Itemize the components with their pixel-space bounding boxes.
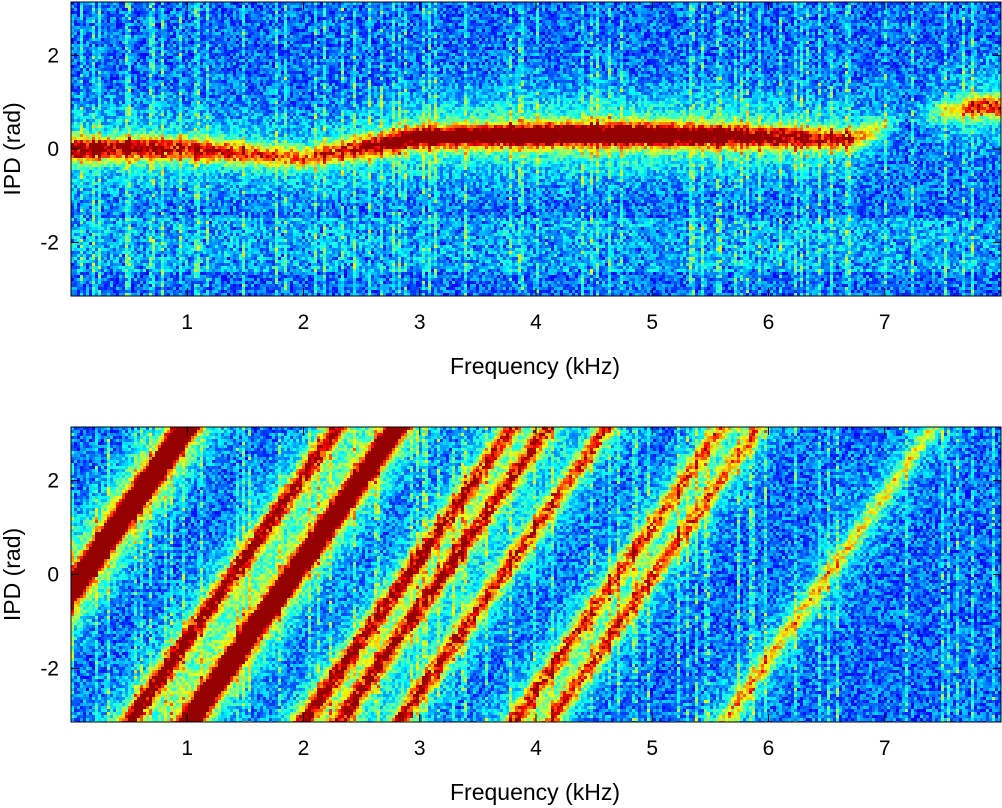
x-tick-label-top: 2 <box>298 311 310 334</box>
y-tick-label-top: 0 <box>47 138 59 161</box>
x-tick-label-bottom: 4 <box>530 737 542 760</box>
x-tick-label-top: 7 <box>879 311 891 334</box>
x-tick-label-bottom: 7 <box>879 737 891 760</box>
x-axis-label-top: Frequency (kHz) <box>450 353 620 379</box>
x-tick-label-bottom: 2 <box>298 737 310 760</box>
y-axis-label-bottom: IPD (rad) <box>0 528 25 621</box>
x-axis-label-bottom: Frequency (kHz) <box>450 779 620 805</box>
plot-frame-top <box>70 1 1002 297</box>
y-tick-label-top: 2 <box>47 44 59 67</box>
x-tick-label-top: 3 <box>414 311 426 334</box>
x-tick-label-bottom: 5 <box>646 737 658 760</box>
x-tick-label-bottom: 1 <box>181 737 193 760</box>
x-tick-label-top: 4 <box>530 311 542 334</box>
x-tick-label-bottom: 3 <box>414 737 426 760</box>
x-tick-label-top: 1 <box>181 311 193 334</box>
x-tick-label-top: 6 <box>763 311 775 334</box>
x-tick-label-bottom: 6 <box>763 737 775 760</box>
x-tick-label-top: 5 <box>646 311 658 334</box>
y-tick-label-bottom: 2 <box>47 470 59 493</box>
chart-bottom: 1 2 3 4 5 6 7 -2 0 2 Frequency (kHz) IPD (rad) <box>0 426 1002 805</box>
heatmap-top-image <box>71 2 1001 296</box>
y-tick-label-bottom: -2 <box>40 657 59 680</box>
heatmap-bottom-image <box>71 427 1001 722</box>
plot-frame-bottom <box>70 426 1002 723</box>
y-tick-label-top: -2 <box>40 232 59 255</box>
y-tick-label-bottom: 0 <box>47 564 59 587</box>
y-axis-label-top: IPD (rad) <box>0 102 25 195</box>
chart-top: 1 2 3 4 5 6 7 -2 0 2 Frequency (kHz) IPD (rad) <box>0 1 1002 379</box>
